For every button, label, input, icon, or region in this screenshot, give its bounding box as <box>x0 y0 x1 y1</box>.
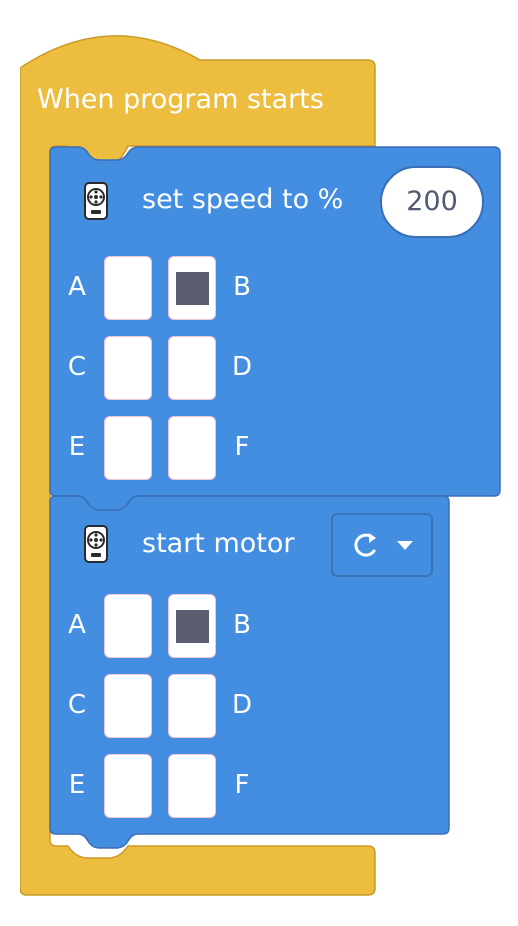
port-letter-e: E <box>68 770 86 800</box>
set-speed-label: set speed to % <box>142 184 344 215</box>
port-checkbox-b[interactable] <box>168 594 216 658</box>
port-checkbox-c[interactable] <box>104 336 152 400</box>
clockwise-rotate-icon <box>354 533 376 557</box>
caret-down-icon <box>397 541 413 550</box>
port-letter-b: B <box>233 610 251 640</box>
port-checkbox-d[interactable] <box>168 336 216 400</box>
port-checkbox-a[interactable] <box>104 594 152 658</box>
port-letter-f: F <box>234 432 250 462</box>
port-checkbox-f[interactable] <box>168 416 216 480</box>
motor-icon <box>84 182 108 220</box>
port-letter-f: F <box>234 770 250 800</box>
port-checkbox-b[interactable] <box>168 256 216 320</box>
motor-icon <box>84 525 108 563</box>
port-letter-c: C <box>67 352 87 382</box>
port-letter-a: A <box>68 272 86 302</box>
port-letter-d: D <box>231 690 253 720</box>
port-letter-a: A <box>68 610 86 640</box>
port-checkbox-a[interactable] <box>104 256 152 320</box>
port-checkbox-c[interactable] <box>104 674 152 738</box>
port-letter-c: C <box>67 690 87 720</box>
port-checkbox-e[interactable] <box>104 416 152 480</box>
direction-dropdown[interactable] <box>331 513 433 577</box>
port-checkbox-f[interactable] <box>168 754 216 818</box>
port-checkbox-e[interactable] <box>104 754 152 818</box>
start-motor-label: start motor <box>142 528 295 559</box>
port-checkbox-d[interactable] <box>168 674 216 738</box>
port-letter-e: E <box>68 432 86 462</box>
speed-input[interactable]: 200 <box>380 166 484 238</box>
port-letter-d: D <box>231 352 253 382</box>
port-letter-b: B <box>233 272 251 302</box>
hat-label: When program starts <box>37 84 324 115</box>
